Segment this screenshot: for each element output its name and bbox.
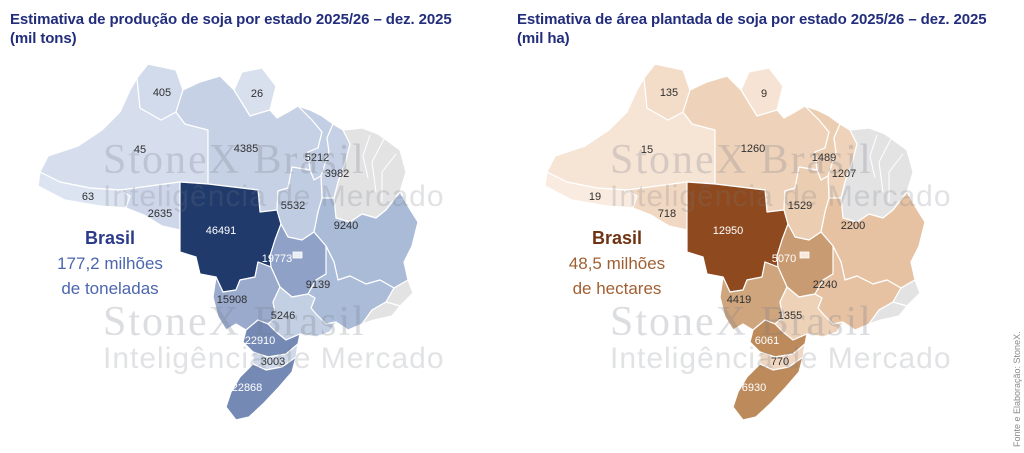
state-value-label-sc: 770 — [771, 356, 789, 368]
state-pr — [242, 319, 301, 358]
state-value-label-ap: 9 — [761, 88, 767, 100]
state-value-label-pi: 1207 — [832, 168, 856, 180]
state-value-label-mt: 46491 — [206, 225, 237, 237]
brazil-map-svg: 405 26 45 4385 5212 3982 63 2635 5532 9240 46491 19… — [37, 63, 419, 421]
state-value-label-ba: 2200 — [841, 220, 865, 232]
area-chart-title: Estimativa de área plantada de soja por … — [517, 10, 987, 48]
state-value-label-pr: 22910 — [245, 335, 276, 347]
state-value-label-sp: 1355 — [778, 310, 802, 322]
state-value-label-pr: 6061 — [755, 335, 779, 347]
state-pr — [749, 319, 808, 358]
state-sp — [774, 286, 844, 341]
state-value-label-ma: 1489 — [812, 152, 836, 164]
state-border-line — [888, 153, 904, 202]
state-value-label-rs: 22868 — [232, 382, 263, 394]
state-value-label-ac: 63 — [82, 191, 94, 203]
state-value-label-ro: 2635 — [148, 208, 172, 220]
state-value-label-pa: 1260 — [741, 143, 765, 155]
state-ro — [626, 181, 688, 231]
state-value-label-am: 45 — [134, 144, 146, 156]
state-value-label-rr: 135 — [660, 87, 678, 99]
state-value-label-ba: 9240 — [334, 220, 358, 232]
state-value-label-ap: 26 — [251, 88, 263, 100]
production-chart-title-line1: Estimativa de produção de soja por estad… — [10, 11, 452, 28]
brazil-map-svg: 135 9 15 1260 1489 1207 19 718 1529 2200 12950 5070… — [544, 63, 926, 421]
state-value-label-ms: 15908 — [217, 294, 248, 306]
state-value-label-mt: 12950 — [713, 225, 744, 237]
area-choropleth-map: 135 9 15 1260 1489 1207 19 718 1529 2200 12950 5070… — [537, 60, 977, 445]
state-ro — [119, 181, 181, 231]
state-value-label-rr: 405 — [153, 87, 171, 99]
no-data-region-es — [892, 279, 921, 307]
area-chart-title-line2: (mil ha) — [517, 30, 570, 47]
state-border-line — [381, 153, 397, 202]
state-value-label-to: 5532 — [281, 200, 305, 212]
state-value-label-ma: 5212 — [305, 152, 329, 164]
state-value-label-am: 15 — [641, 144, 653, 156]
state-border-line — [878, 138, 892, 193]
state-value-label-pi: 3982 — [325, 168, 349, 180]
state-df — [292, 251, 303, 259]
state-value-label-sc: 3003 — [261, 356, 285, 368]
source-note: Fonte e Elaboração: StoneX. — [1012, 331, 1022, 447]
area-chart-title-line1: Estimativa de área plantada de soja por … — [517, 11, 987, 28]
state-df — [799, 251, 810, 259]
state-rr — [136, 63, 184, 121]
state-rs — [225, 356, 297, 421]
state-value-label-ac: 19 — [589, 191, 601, 203]
state-sp — [267, 286, 337, 341]
production-chart-title: Estimativa de produção de soja por estad… — [10, 10, 452, 48]
production-chart-title-line2: (mil tons) — [10, 30, 77, 47]
state-value-label-mg: 9139 — [306, 279, 330, 291]
state-rr — [643, 63, 691, 121]
state-border-line — [371, 138, 385, 193]
state-value-label-to: 1529 — [788, 200, 812, 212]
state-border-line — [869, 134, 878, 179]
state-value-label-pa: 4385 — [234, 143, 258, 155]
state-border-line — [362, 134, 371, 179]
state-value-label-go: 19773 — [262, 253, 293, 265]
state-value-label-sp: 5246 — [271, 310, 295, 322]
production-choropleth-map: 405 26 45 4385 5212 3982 63 2635 5532 9240 46491 19… — [30, 60, 470, 445]
state-value-label-mg: 2240 — [813, 279, 837, 291]
state-value-label-go: 5070 — [772, 253, 796, 265]
no-data-region-es — [385, 279, 414, 307]
state-value-label-rs: 6930 — [742, 382, 766, 394]
no-data-region-rj — [868, 301, 908, 325]
state-value-label-ms: 4419 — [727, 294, 751, 306]
state-value-label-ro: 718 — [658, 208, 676, 220]
no-data-region-rj — [361, 301, 401, 325]
state-rs — [732, 356, 804, 421]
